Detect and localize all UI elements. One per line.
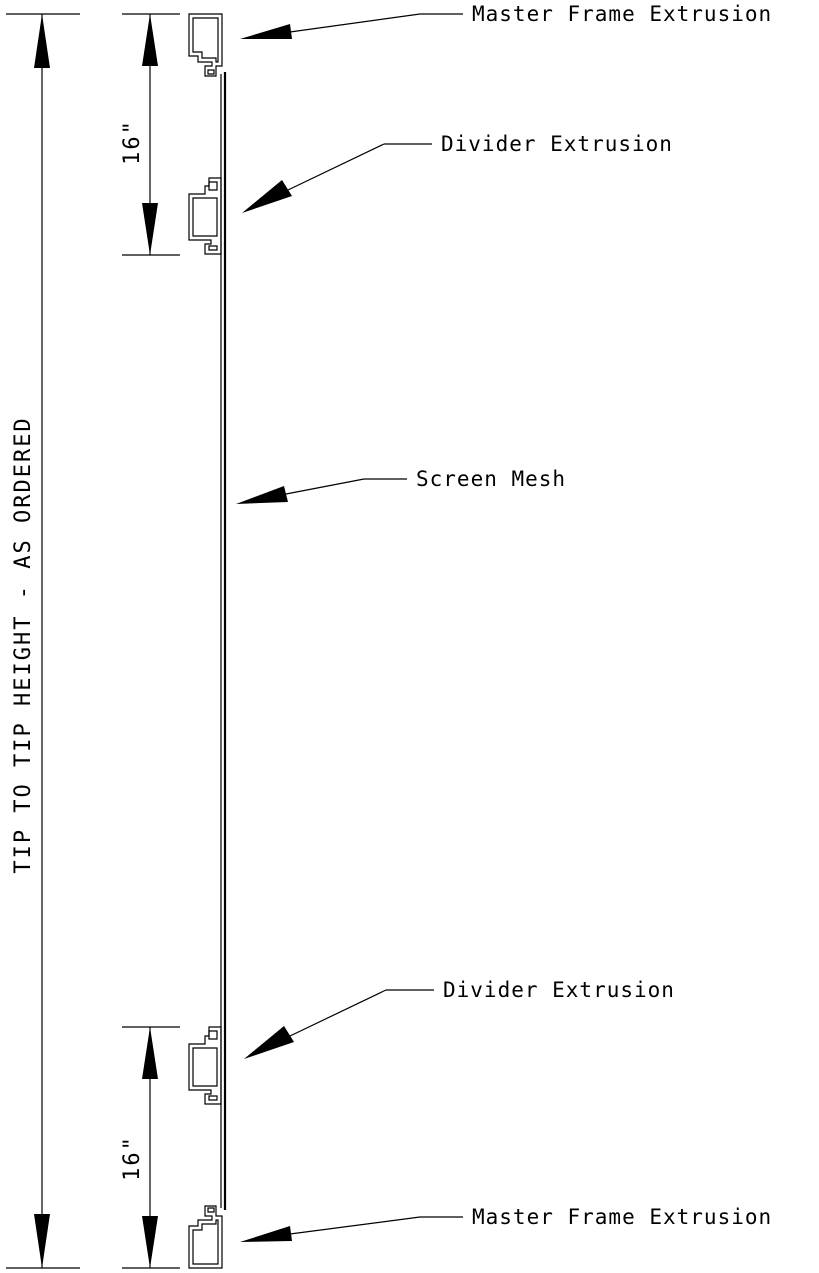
master-frame-top-label: Master Frame Extrusion [472, 2, 772, 26]
divider-extrusion-top-profile [188, 177, 222, 255]
divider-extrusion-bottom-profile [188, 1026, 222, 1105]
leader-arrowhead [240, 1226, 292, 1242]
top-spacing-arrowhead-lower [142, 203, 158, 255]
callout-divider-bottom: Divider Extrusion [244, 978, 675, 1059]
overall-height-dimension: TIP TO TIP HEIGHT - AS ORDERED [6, 13, 80, 1269]
leader-line [289, 1216, 421, 1235]
leader-line [289, 13, 421, 33]
overall-arrowhead-top [34, 14, 50, 68]
divider-bottom-label: Divider Extrusion [443, 978, 675, 1002]
master-frame-extrusion-bottom-profile [188, 1205, 223, 1269]
leader-arrowhead [242, 180, 292, 213]
master-frame-bottom-label: Master Frame Extrusion [472, 1205, 772, 1229]
bottom-spacing-dimension: 16" [120, 1026, 180, 1269]
master-frame-extrusion-top-profile [188, 13, 223, 77]
callout-screen-mesh: Screen Mesh [236, 467, 566, 504]
top-spacing-dimension: 16" [120, 13, 180, 256]
top-spacing-label: 16" [120, 119, 145, 165]
leader-line [289, 989, 387, 1037]
bottom-spacing-arrowhead-lower [142, 1216, 158, 1268]
leader-arrowhead [240, 24, 292, 39]
leader-line [285, 478, 365, 495]
overall-arrowhead-bottom [34, 1214, 50, 1268]
leader-line [287, 143, 385, 191]
callout-divider-top: Divider Extrusion [242, 132, 673, 213]
divider-top-label: Divider Extrusion [441, 132, 673, 156]
overall-dimension-label: TIP TO TIP HEIGHT - AS ORDERED [11, 416, 36, 873]
callout-master-frame-bottom: Master Frame Extrusion [240, 1205, 772, 1242]
screen-mesh-label: Screen Mesh [416, 467, 566, 491]
screen-mesh [220, 72, 227, 1210]
top-spacing-arrowhead-upper [142, 14, 158, 66]
leader-arrowhead [244, 1026, 294, 1059]
leader-arrowhead [236, 486, 288, 504]
bottom-spacing-arrowhead-upper [142, 1027, 158, 1079]
bottom-spacing-label: 16" [120, 1135, 145, 1181]
callout-master-frame-top: Master Frame Extrusion [240, 2, 772, 39]
